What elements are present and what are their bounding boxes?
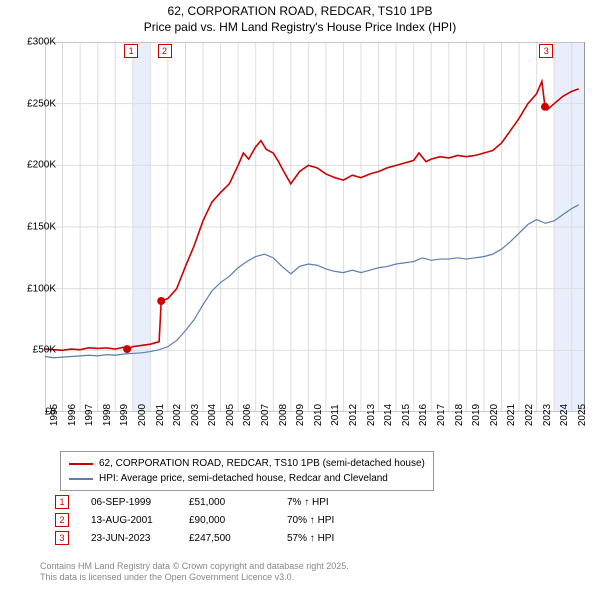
sale-marker-box: 2 [55, 513, 69, 527]
x-tick-label: 2001 [155, 404, 166, 426]
x-tick-label: 2009 [295, 404, 306, 426]
x-tick-label: 2003 [190, 404, 201, 426]
x-tick-label: 2005 [225, 404, 236, 426]
sale-row: 1 06-SEP-1999 £51,000 7% ↑ HPI [55, 495, 363, 509]
legend-item: 62, CORPORATION ROAD, REDCAR, TS10 1PB (… [69, 456, 425, 471]
y-tick-label: £200K [27, 160, 56, 171]
sale-date: 13-AUG-2001 [91, 515, 167, 526]
sale-row: 3 23-JUN-2023 £247,500 57% ↑ HPI [55, 531, 363, 545]
series-price_paid [45, 81, 579, 350]
legend: 62, CORPORATION ROAD, REDCAR, TS10 1PB (… [60, 451, 434, 491]
title-line-2: Price paid vs. HM Land Registry's House … [0, 20, 600, 36]
sale-point-2 [157, 297, 165, 305]
legend-label: HPI: Average price, semi-detached house,… [99, 471, 388, 486]
x-tick-label: 2012 [348, 404, 359, 426]
x-tick-label: 1996 [67, 404, 78, 426]
series-hpi [45, 205, 579, 358]
sale-price: £90,000 [189, 515, 265, 526]
x-tick-label: 2010 [313, 404, 324, 426]
legend-label: 62, CORPORATION ROAD, REDCAR, TS10 1PB (… [99, 456, 425, 471]
attribution-line-2: This data is licensed under the Open Gov… [40, 572, 349, 584]
legend-swatch [69, 463, 93, 465]
marker-callout-3: 3 [539, 44, 553, 58]
y-tick-label: £50K [33, 345, 56, 356]
title-line-1: 62, CORPORATION ROAD, REDCAR, TS10 1PB [0, 4, 600, 20]
x-tick-label: 2016 [418, 404, 429, 426]
chart-svg [45, 42, 584, 412]
x-tick-label: 2018 [454, 404, 465, 426]
x-tick-label: 1999 [119, 404, 130, 426]
sale-price: £247,500 [189, 533, 265, 544]
x-tick-label: 2013 [366, 404, 377, 426]
x-tick-label: 2004 [207, 404, 218, 426]
sale-change: 70% ↑ HPI [287, 515, 363, 526]
attribution-text: Contains HM Land Registry data © Crown c… [40, 561, 349, 584]
x-tick-label: 1995 [49, 404, 60, 426]
sales-table: 1 06-SEP-1999 £51,000 7% ↑ HPI 2 13-AUG-2001 £… [55, 495, 363, 549]
x-tick-label: 2024 [559, 404, 570, 426]
sale-change: 7% ↑ HPI [287, 497, 363, 508]
chart-container: 62, CORPORATION ROAD, REDCAR, TS10 1PB P… [0, 0, 600, 590]
attribution-line-1: Contains HM Land Registry data © Crown c… [40, 561, 349, 573]
sale-point-1 [123, 345, 131, 353]
sale-point-3 [541, 103, 549, 111]
x-tick-label: 2008 [278, 404, 289, 426]
sale-change: 57% ↑ HPI [287, 533, 363, 544]
x-tick-label: 2015 [401, 404, 412, 426]
sale-date: 06-SEP-1999 [91, 497, 167, 508]
x-tick-label: 2022 [524, 404, 535, 426]
sale-marker-box: 1 [55, 495, 69, 509]
sale-price: £51,000 [189, 497, 265, 508]
y-tick-label: £250K [27, 98, 56, 109]
legend-item: HPI: Average price, semi-detached house,… [69, 471, 425, 486]
marker-callout-1: 1 [124, 44, 138, 58]
chart-title-block: 62, CORPORATION ROAD, REDCAR, TS10 1PB P… [0, 0, 600, 35]
chart-plot-area [45, 42, 585, 412]
x-tick-label: 2021 [506, 404, 517, 426]
x-tick-label: 2014 [383, 404, 394, 426]
legend-swatch [69, 478, 93, 480]
x-tick-label: 2011 [330, 404, 341, 426]
x-tick-label: 2023 [542, 404, 553, 426]
sale-row: 2 13-AUG-2001 £90,000 70% ↑ HPI [55, 513, 363, 527]
sale-marker-box: 3 [55, 531, 69, 545]
marker-callout-2: 2 [158, 44, 172, 58]
x-tick-label: 2002 [172, 404, 183, 426]
x-tick-label: 2000 [137, 404, 148, 426]
y-tick-label: £100K [27, 283, 56, 294]
y-tick-label: £150K [27, 222, 56, 233]
x-tick-label: 2020 [489, 404, 500, 426]
sale-date: 23-JUN-2023 [91, 533, 167, 544]
x-tick-label: 2025 [577, 404, 588, 426]
x-tick-label: 2019 [471, 404, 482, 426]
x-tick-label: 2007 [260, 404, 271, 426]
x-tick-label: 2017 [436, 404, 447, 426]
x-tick-label: 1997 [84, 404, 95, 426]
y-tick-label: £300K [27, 37, 56, 48]
x-tick-label: 2006 [242, 404, 253, 426]
x-tick-label: 1998 [102, 404, 113, 426]
